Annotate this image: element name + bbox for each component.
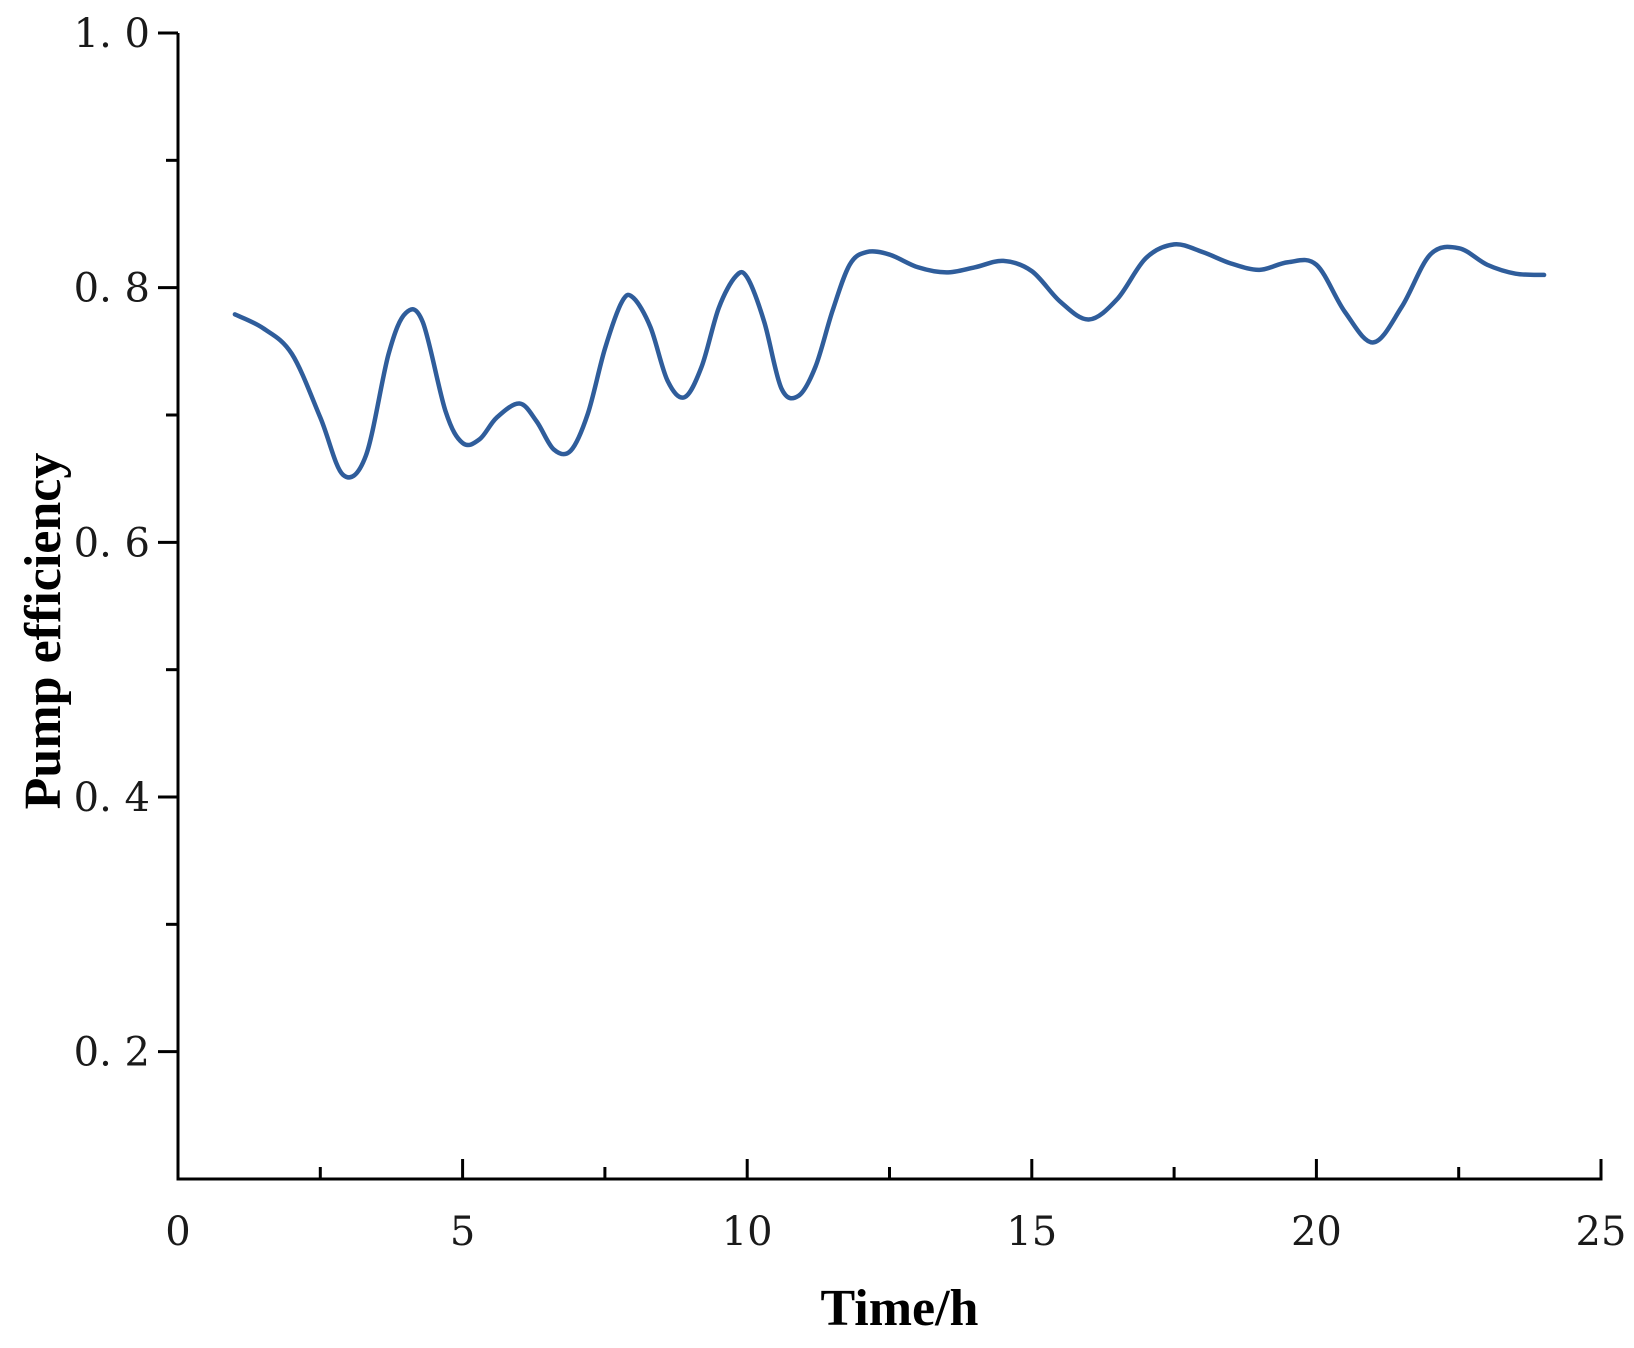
y-tick-label: 0. 8: [74, 266, 150, 312]
axes-frame: [176, 33, 1603, 1181]
x-tick-label: 5: [450, 1209, 475, 1255]
ticks-layer: [158, 31, 1603, 1179]
y-tick-label: 0. 2: [74, 1030, 150, 1076]
x-axis-title: Time/h: [821, 1280, 979, 1337]
y-tick-label: 0. 4: [74, 775, 150, 821]
x-tick-label: 25: [1576, 1209, 1627, 1255]
x-tick-label: 20: [1291, 1209, 1342, 1255]
series-line-pump-efficiency: [232, 242, 1547, 480]
x-tick-label: 10: [722, 1209, 773, 1255]
y-axis-title: Pump efficiency: [15, 453, 72, 810]
tick-labels-layer: 0 5 10 15 20 25 0. 2 0. 4 0. 6 0. 8 1. 0: [74, 11, 1627, 1255]
y-tick-label: 0. 6: [74, 520, 150, 566]
x-tick-label: 15: [1006, 1209, 1057, 1255]
x-tick-label: 0: [165, 1209, 190, 1255]
y-tick-label: 1. 0: [74, 11, 150, 57]
